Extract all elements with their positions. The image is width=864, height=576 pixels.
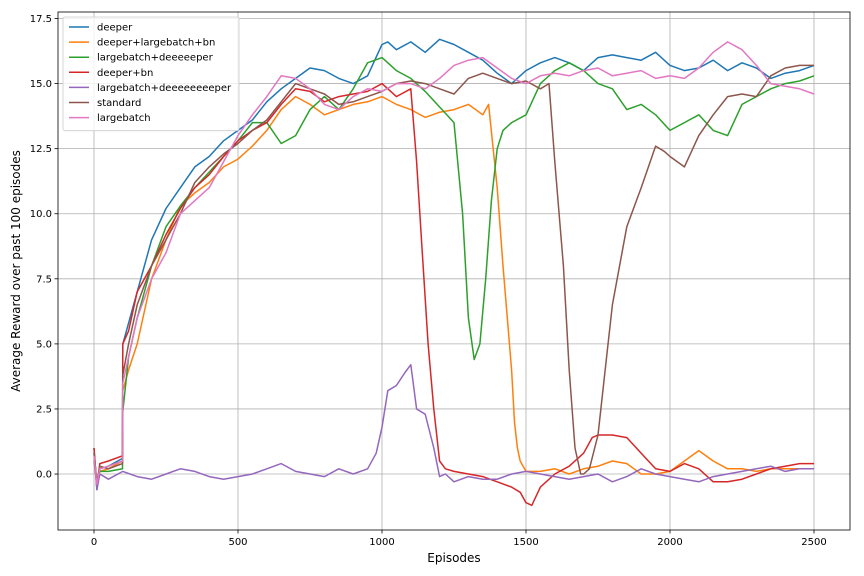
x-tick-label: 1500 [513, 537, 538, 548]
y-tick-label: 7.5 [36, 274, 52, 285]
legend-label: deeper+largebatch+bn [97, 38, 215, 49]
series-line-largebatch [93, 41, 815, 486]
y-tick-label: 15.0 [30, 79, 52, 90]
y-tick-label: 2.5 [36, 404, 52, 415]
legend-label: deeper+bn [97, 68, 153, 79]
legend-label: largebatch+deeeeeeeeper [97, 83, 232, 94]
legend-label: deeper [97, 23, 133, 34]
legend: deeper deeper+largebatch+bn largebatch+dee… [62, 16, 240, 132]
x-tick-label: 1000 [369, 537, 394, 548]
x-tick-label: 500 [228, 537, 247, 548]
y-tick-label: 12.5 [30, 144, 52, 155]
legend-label: standard [97, 98, 141, 109]
series-line-standard [93, 64, 814, 483]
y-tick-label: 0.0 [36, 470, 52, 481]
y-tick-label: 10.0 [30, 209, 52, 220]
y-axis-ticks: 0.0 2.5 5.0 7.5 10.0 12.5 15.0 17.5 [30, 14, 58, 481]
y-tick-label: 5.0 [36, 339, 52, 350]
x-tick-label: 0 [91, 537, 97, 548]
series-line-largebatch-deeeeeeeeper [93, 363, 814, 491]
y-tick-label: 17.5 [30, 14, 52, 25]
legend-label: largebatch+deeeeeper [97, 53, 214, 64]
series-line-largebatch-deeeeeper [93, 56, 815, 483]
series-lines [93, 38, 815, 507]
x-axis-ticks: 0 500 1000 1500 2000 2500 [91, 530, 827, 548]
legend-box [62, 16, 240, 132]
x-tick-label: 2000 [657, 537, 682, 548]
y-axis-label: Average Reward over past 100 episodes [9, 150, 23, 392]
grid-lines [58, 12, 850, 530]
x-axis-label: Episodes [427, 551, 480, 565]
series-line-deeper [93, 38, 815, 491]
plot-frame [57, 11, 851, 531]
series-line-deeper-largebatch-bn [93, 95, 814, 488]
x-tick-label: 2500 [801, 537, 826, 548]
legend-label: largebatch [97, 113, 151, 124]
series-line-deeper-bn [93, 82, 814, 507]
